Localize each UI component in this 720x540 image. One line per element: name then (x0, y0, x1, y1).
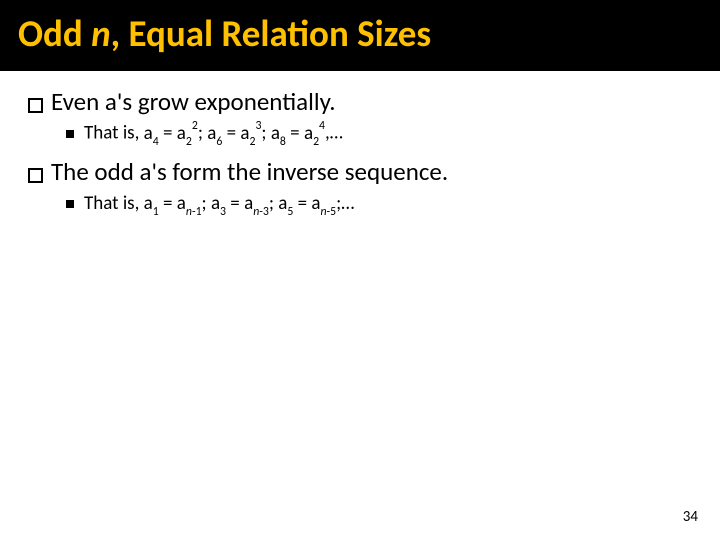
seg: ,… (325, 122, 343, 145)
title-n: n (91, 11, 111, 56)
seg: = (222, 122, 240, 145)
seg: ;… (336, 192, 354, 215)
bullet-text: That is, a1 = an-1; a3 = an-3; a5 = an-5… (84, 191, 354, 219)
seg: a24 (304, 122, 325, 145)
slide-content: Even a's grow exponentially. That is, a4… (0, 71, 720, 219)
seg: ; (261, 122, 270, 145)
title-suffix: , Equal Relation Sizes (111, 11, 432, 56)
seg: an-1 (177, 192, 202, 215)
seg: a5 (278, 192, 293, 215)
seg: ; (202, 192, 211, 215)
bullet-level1: Even a's grow exponentially. (28, 85, 692, 119)
seg: = (226, 192, 244, 215)
title-bar: Odd n, Equal Relation Sizes (0, 0, 720, 71)
seg: = (286, 122, 304, 145)
seg: a4 (144, 122, 159, 145)
seg: ; (269, 192, 278, 215)
seg: a1 (144, 192, 159, 215)
bullet-text: Even a's grow exponentially. (51, 85, 336, 119)
bullet-level2: That is, a4 = a22; a6 = a23; a8 = a24,… (66, 120, 692, 149)
filled-square-icon (66, 200, 74, 208)
title-prefix: Odd (18, 11, 91, 56)
hollow-square-icon (28, 168, 43, 183)
seg-prefix: That is, (84, 192, 144, 215)
slide-title: Odd n, Equal Relation Sizes (18, 14, 702, 55)
hollow-square-icon (28, 98, 43, 113)
seg: an-5 (311, 192, 336, 215)
seg: a22 (177, 122, 198, 145)
bullet-text: The odd a's form the inverse sequence. (51, 155, 448, 189)
seg: a8 (271, 122, 286, 145)
seg: ; (198, 122, 207, 145)
seg-prefix: That is, (84, 122, 144, 145)
seg: a3 (211, 192, 226, 215)
bullet-level2: That is, a1 = an-1; a3 = an-3; a5 = an-5… (66, 191, 692, 219)
bullet-level1: The odd a's form the inverse sequence. (28, 155, 692, 189)
seg: a6 (207, 122, 222, 145)
page-number: 34 (683, 508, 698, 526)
bullet-text: That is, a4 = a22; a6 = a23; a8 = a24,… (84, 120, 343, 149)
seg: a23 (240, 122, 261, 145)
seg: an-3 (244, 192, 269, 215)
filled-square-icon (66, 130, 74, 138)
seg: = (159, 192, 177, 215)
seg: = (159, 122, 177, 145)
seg: = (293, 192, 311, 215)
